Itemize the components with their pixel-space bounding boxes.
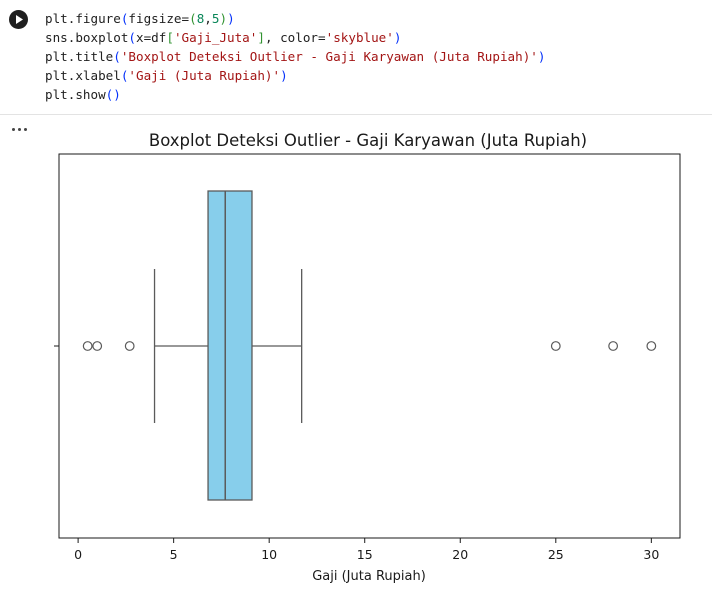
code-line: plt.figure(figsize=(8,5)) [45,11,235,26]
run-cell-button[interactable] [9,10,28,29]
x-axis-label: Gaji (Juta Rupiah) [312,569,426,584]
x-tick-label: 10 [261,547,277,562]
x-tick-label: 5 [170,547,178,562]
code-line: plt.title('Boxplot Deteksi Outlier - Gaj… [45,49,546,64]
code-line: plt.show() [45,87,121,102]
outlier-point [646,341,657,351]
cell-output: Boxplot Deteksi Outlier - Gaji Karyawan … [0,116,712,600]
cell-divider [0,114,712,115]
x-tick-label: 20 [452,547,468,562]
plot-frame [58,153,681,539]
x-tick-label: 0 [74,547,82,562]
x-tick-label: 25 [548,547,564,562]
code-line: plt.xlabel('Gaji (Juta Rupiah)') [45,68,288,83]
outlier-point [124,341,135,351]
box-iqr [207,190,253,501]
chart-title: Boxplot Deteksi Outlier - Gaji Karyawan … [149,131,587,150]
code-editor[interactable]: plt.figure(figsize=(8,5)) sns.boxplot(x=d… [45,9,545,104]
x-tick-label: 30 [643,547,659,562]
outlier-point [92,341,103,351]
more-horiz-icon [12,128,15,131]
code-line: sns.boxplot(x=df['Gaji_Juta'], color='sk… [45,30,402,45]
outlier-point [82,341,93,351]
outlier-point [550,341,561,351]
x-tick-label: 15 [357,547,373,562]
boxplot-chart: Boxplot Deteksi Outlier - Gaji Karyawan … [54,131,681,584]
play-icon [16,15,23,24]
output-menu-button[interactable] [10,122,30,136]
code-cell[interactable]: plt.figure(figsize=(8,5)) sns.boxplot(x=d… [0,0,712,114]
outlier-point [608,341,619,351]
plot-area: 0 5 10 15 20 25 30 [54,153,681,562]
